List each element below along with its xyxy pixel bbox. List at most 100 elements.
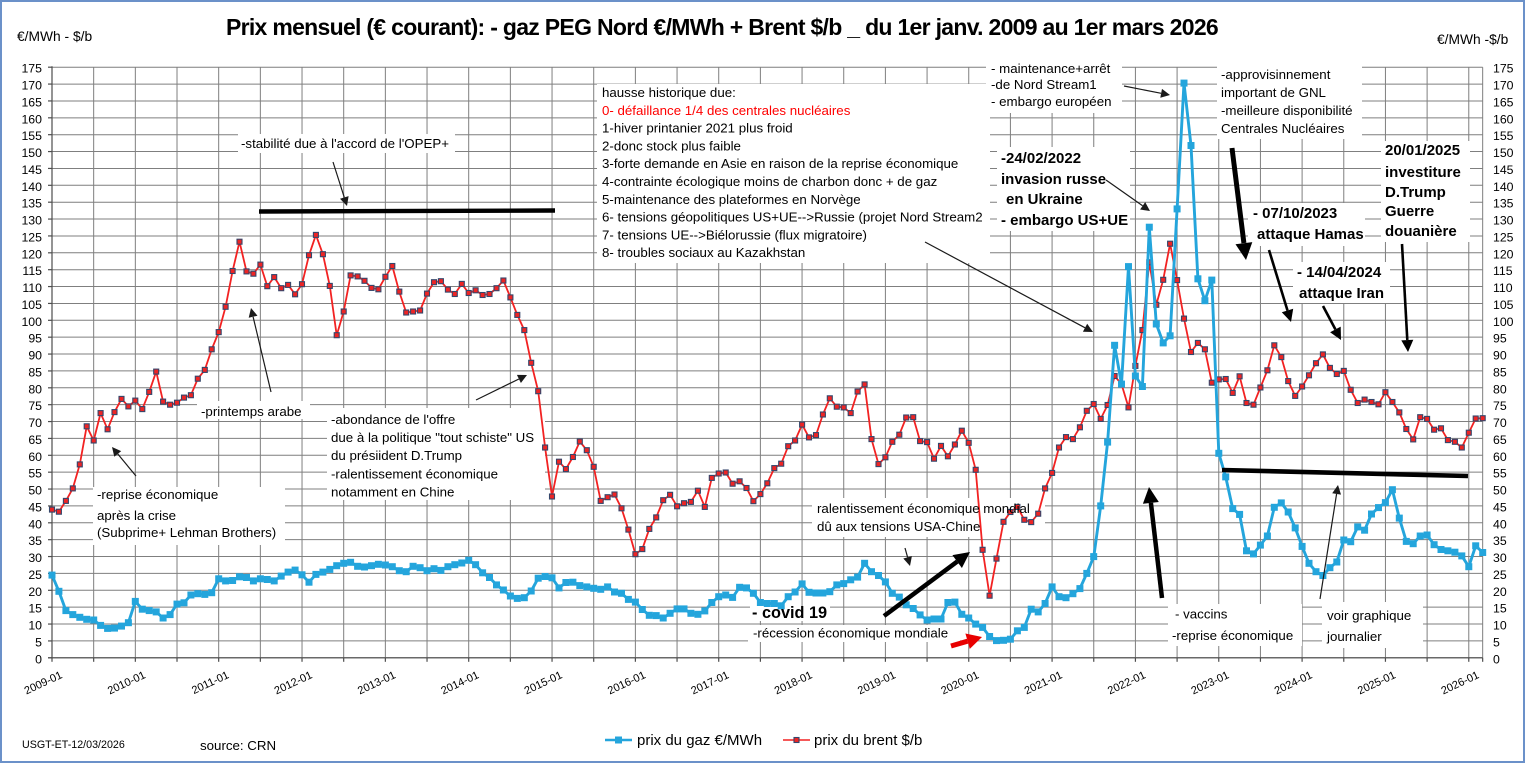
svg-text:25: 25 [28, 568, 42, 582]
svg-text:-printemps arabe: -printemps arabe [201, 404, 302, 419]
svg-text:-approvisinnement: -approvisinnement [1221, 67, 1331, 82]
svg-text:170: 170 [1493, 79, 1514, 93]
svg-text:-récession économique mondiale: -récession économique mondiale [753, 626, 948, 641]
svg-text:75: 75 [28, 399, 42, 413]
svg-text:40: 40 [1493, 517, 1507, 531]
svg-text:110: 110 [1493, 281, 1513, 295]
svg-text:70: 70 [28, 416, 42, 430]
svg-text:105: 105 [1493, 298, 1514, 312]
svg-text:important de GNL: important de GNL [1221, 85, 1326, 100]
svg-text:8- troubles sociaux au Kazakhs: 8- troubles sociaux au Kazakhstan [602, 245, 805, 260]
svg-text:- maintenance+arrêt: - maintenance+arrêt [991, 61, 1111, 76]
svg-text:attaque Iran: attaque Iran [1299, 285, 1384, 302]
svg-text:15: 15 [28, 602, 42, 616]
svg-text:invasion russe: invasion russe [1001, 171, 1106, 188]
svg-text:0: 0 [1493, 652, 1500, 666]
svg-text:3-forte demande en Asie en rai: 3-forte demande en Asie en raison de la … [602, 156, 958, 171]
svg-text:notamment en Chine: notamment en Chine [331, 484, 454, 499]
svg-text:45: 45 [1493, 500, 1507, 514]
svg-text:75: 75 [1493, 399, 1507, 413]
svg-text:-meilleure disponibilité: -meilleure disponibilité [1221, 103, 1353, 118]
svg-text:50: 50 [28, 484, 42, 498]
svg-text:160: 160 [1493, 112, 1514, 126]
svg-text:30: 30 [28, 551, 42, 565]
svg-text:50: 50 [1493, 484, 1507, 498]
svg-text:70: 70 [1493, 416, 1507, 430]
svg-text:20: 20 [1493, 585, 1507, 599]
svg-text:145: 145 [21, 163, 42, 177]
svg-text:4-contrainte écologique moins: 4-contrainte écologique moins de charbon… [602, 174, 937, 189]
svg-text:85: 85 [28, 365, 42, 379]
svg-text:hausse historique due:: hausse historique due: [602, 85, 736, 100]
svg-text:6- tensions géopolitiques US+U: 6- tensions géopolitiques US+UE-->Russie… [602, 210, 983, 225]
svg-text:5: 5 [35, 635, 42, 649]
svg-text:115: 115 [22, 264, 42, 278]
svg-text:-de Nord Stream1: -de Nord Stream1 [991, 77, 1097, 92]
svg-text:155: 155 [21, 129, 42, 143]
svg-text:175: 175 [1493, 62, 1514, 76]
svg-text:€/MWh -$/b: €/MWh -$/b [1437, 32, 1509, 47]
svg-text:due à la politique "tout schis: due à la politique "tout schiste" US [331, 430, 534, 445]
svg-text:80: 80 [28, 382, 42, 396]
svg-text:- 14/04/2024: - 14/04/2024 [1297, 264, 1382, 281]
svg-text:160: 160 [21, 112, 42, 126]
svg-text:170: 170 [21, 79, 42, 93]
svg-text:135: 135 [21, 197, 42, 211]
svg-text:65: 65 [1493, 433, 1507, 447]
svg-text:80: 80 [1493, 382, 1507, 396]
svg-text:105: 105 [21, 298, 42, 312]
svg-text:90: 90 [1493, 349, 1507, 363]
svg-text:95: 95 [1493, 332, 1507, 346]
svg-text:ralentissement économique mond: ralentissement économique mondial [817, 501, 1030, 516]
svg-text:€/MWh - $/b: €/MWh - $/b [17, 29, 92, 44]
svg-text:20/01/2025: 20/01/2025 [1385, 142, 1460, 159]
svg-text:155: 155 [1493, 129, 1514, 143]
svg-text:35: 35 [1493, 534, 1507, 548]
svg-text:25: 25 [1493, 568, 1507, 582]
svg-text:1-hiver printanier 2021 plus: 1-hiver printanier 2021 plus froid [602, 121, 793, 136]
svg-text:90: 90 [28, 349, 42, 363]
svg-text:165: 165 [1493, 95, 1514, 109]
svg-text:2-donc stock plus faible: 2-donc stock plus faible [602, 138, 741, 153]
svg-text:45: 45 [28, 500, 42, 514]
svg-text:-ralentissement économique: -ralentissement économique [331, 466, 498, 481]
svg-text:Prix mensuel (€ courant): - g: Prix mensuel (€ courant): - gaz PEG Nord… [226, 14, 1218, 40]
svg-text:175: 175 [21, 62, 42, 76]
svg-text:USGT-ET-12/03/2026: USGT-ET-12/03/2026 [22, 739, 125, 751]
svg-text:0- défaillance 1/4 des centra: 0- défaillance 1/4 des centrales nucléai… [602, 103, 851, 118]
svg-text:D.Trump: D.Trump [1385, 184, 1446, 201]
svg-text:60: 60 [28, 450, 42, 464]
svg-text:150: 150 [1493, 146, 1514, 160]
svg-text:165: 165 [21, 95, 42, 109]
svg-text:20: 20 [28, 585, 42, 599]
svg-text:voir graphique: voir graphique [1327, 608, 1411, 623]
svg-text:145: 145 [1493, 163, 1514, 177]
svg-text:douanière: douanière [1385, 223, 1457, 240]
svg-text:-reprise économique: -reprise économique [1172, 628, 1293, 643]
svg-text:du présiident D.Trump: du présiident D.Trump [331, 448, 462, 463]
svg-text:150: 150 [21, 146, 42, 160]
svg-text:Centrales Nucléaires: Centrales Nucléaires [1221, 121, 1345, 136]
svg-text:-abondance de l'offre: -abondance de l'offre [331, 412, 455, 427]
svg-text:-reprise économique: -reprise économique [97, 487, 218, 502]
svg-text:5-maintenance des plateformes: 5-maintenance des plateformes en Norvège [602, 192, 861, 207]
svg-text:-stabilité due à l'accord de l: -stabilité due à l'accord de l'OPEP+ [241, 136, 449, 151]
svg-text:dû aux tensions USA-Chine: dû aux tensions USA-Chine [817, 519, 980, 534]
svg-text:10: 10 [1493, 619, 1507, 633]
svg-text:140: 140 [1493, 180, 1514, 194]
svg-text:140: 140 [21, 180, 42, 194]
svg-text:100: 100 [21, 315, 42, 329]
svg-text:85: 85 [1493, 365, 1507, 379]
svg-text:0: 0 [35, 652, 42, 666]
svg-text:10: 10 [28, 619, 42, 633]
svg-text:prix du gaz €/MWh: prix du gaz €/MWh [637, 732, 762, 749]
svg-text:130: 130 [1493, 214, 1514, 228]
svg-text:120: 120 [1493, 247, 1514, 261]
svg-text:100: 100 [1493, 315, 1514, 329]
svg-text:investiture: investiture [1385, 164, 1461, 181]
svg-text:95: 95 [28, 332, 42, 346]
svg-text:135: 135 [1493, 197, 1514, 211]
svg-text:après la crise: après la crise [97, 508, 176, 523]
svg-text:- embargo européen: - embargo européen [991, 94, 1112, 109]
svg-text:110: 110 [22, 281, 42, 295]
